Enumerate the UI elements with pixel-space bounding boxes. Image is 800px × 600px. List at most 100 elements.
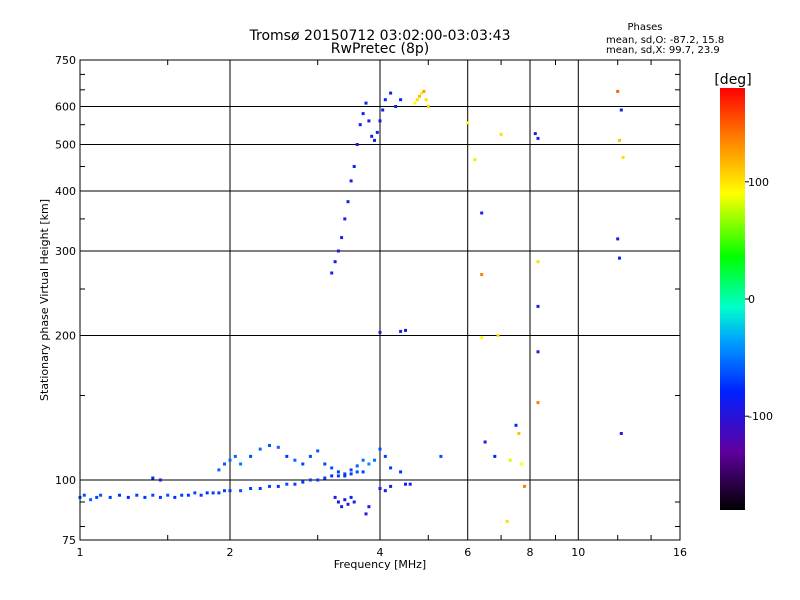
data-point: [301, 462, 305, 466]
data-point: [333, 495, 337, 499]
phase-info-x: mean, sd,X: 99.7, 23.9: [606, 45, 720, 56]
data-point: [426, 105, 430, 108]
data-point: [616, 89, 620, 93]
data-point: [378, 119, 382, 123]
data-point: [404, 482, 407, 486]
data-point: [336, 249, 340, 253]
data-point: [619, 108, 623, 112]
data-point: [330, 466, 334, 470]
data-point: [276, 445, 280, 449]
data-point: [499, 132, 503, 136]
data-point: [217, 491, 221, 495]
data-point: [108, 495, 112, 499]
data-point: [118, 493, 121, 497]
data-point: [352, 500, 356, 504]
data-point: [99, 493, 103, 497]
data-point: [618, 256, 621, 260]
data-point: [536, 304, 540, 308]
data-point: [343, 474, 347, 478]
data-point: [383, 98, 387, 102]
colorbar-ticks: 100 0 -100: [745, 176, 773, 423]
y-tick-label: 200: [55, 330, 76, 343]
data-point: [364, 101, 368, 105]
data-point: [333, 260, 337, 264]
x-tick-label: 16: [673, 546, 687, 559]
data-point: [293, 482, 297, 486]
data-point: [367, 462, 371, 466]
data-point: [186, 493, 190, 497]
data-point: [82, 493, 86, 497]
data-point: [258, 487, 262, 490]
data-point: [301, 480, 305, 484]
data-point: [158, 478, 162, 482]
data-point: [466, 121, 470, 125]
data-point: [533, 132, 537, 136]
x-tick-label: 8: [527, 546, 534, 559]
chart-subtitle: RwPretec (8p): [331, 41, 429, 57]
colorbar-gradient: [720, 88, 745, 510]
y-tick-label: 600: [55, 101, 76, 114]
data-point: [480, 273, 484, 276]
data-point: [514, 423, 518, 427]
data-point: [505, 519, 509, 523]
data-point: [367, 119, 371, 123]
x-tick-label: 2: [227, 546, 234, 559]
data-point: [399, 98, 403, 102]
data-point: [349, 468, 353, 472]
data-point: [340, 505, 344, 509]
data-point: [378, 330, 382, 334]
data-point: [367, 505, 371, 509]
data-point: [343, 498, 347, 502]
y-axis-label: Stationary phase Virtual Height [km]: [38, 199, 51, 401]
data-point: [180, 493, 184, 497]
data-point: [336, 500, 340, 504]
data-point: [308, 478, 312, 482]
data-point: [352, 165, 356, 168]
data-point: [383, 454, 387, 458]
colorbar-tick-label: 100: [748, 176, 769, 189]
data-point: [316, 449, 320, 453]
data-point: [361, 112, 365, 116]
data-point: [95, 495, 99, 499]
x-tick-label: 1: [77, 546, 84, 559]
data-point: [361, 470, 365, 474]
data-point: [394, 105, 398, 108]
data-point: [135, 493, 139, 497]
data-points: [78, 89, 625, 523]
data-point: [308, 454, 312, 458]
x-tick-label: 4: [377, 546, 384, 559]
data-point: [343, 472, 347, 476]
data-point: [616, 237, 620, 241]
data-point: [228, 489, 232, 493]
data-point: [520, 462, 524, 466]
data-point: [258, 447, 262, 451]
data-point: [193, 491, 197, 495]
data-point: [89, 498, 93, 502]
data-point: [473, 158, 477, 162]
data-point: [346, 502, 350, 506]
chart-title: Tromsø 20150712 03:02:00-03:03:43: [249, 28, 511, 44]
data-point: [508, 458, 512, 462]
y-axis-ticks: 75 100 200 300 400 500 600 750: [55, 54, 680, 547]
data-point: [389, 484, 393, 488]
colorbar-label: [deg]: [714, 72, 751, 88]
data-point: [166, 493, 170, 497]
data-point: [536, 401, 540, 405]
data-point: [399, 470, 403, 474]
data-point: [408, 482, 412, 486]
data-point: [343, 217, 347, 221]
data-point: [389, 466, 393, 470]
data-point: [217, 468, 221, 472]
data-point: [249, 454, 253, 458]
data-point: [422, 89, 426, 93]
data-point: [158, 495, 162, 499]
data-point: [480, 336, 484, 340]
data-point: [349, 495, 353, 499]
data-point: [336, 470, 340, 474]
y-tick-label: 300: [55, 245, 76, 258]
x-axis-label: Frequency [MHz]: [334, 558, 426, 571]
data-point: [199, 493, 203, 497]
data-point: [439, 454, 443, 458]
y-tick-label: 100: [55, 474, 76, 487]
colorbar-tick-label: -100: [748, 410, 773, 423]
